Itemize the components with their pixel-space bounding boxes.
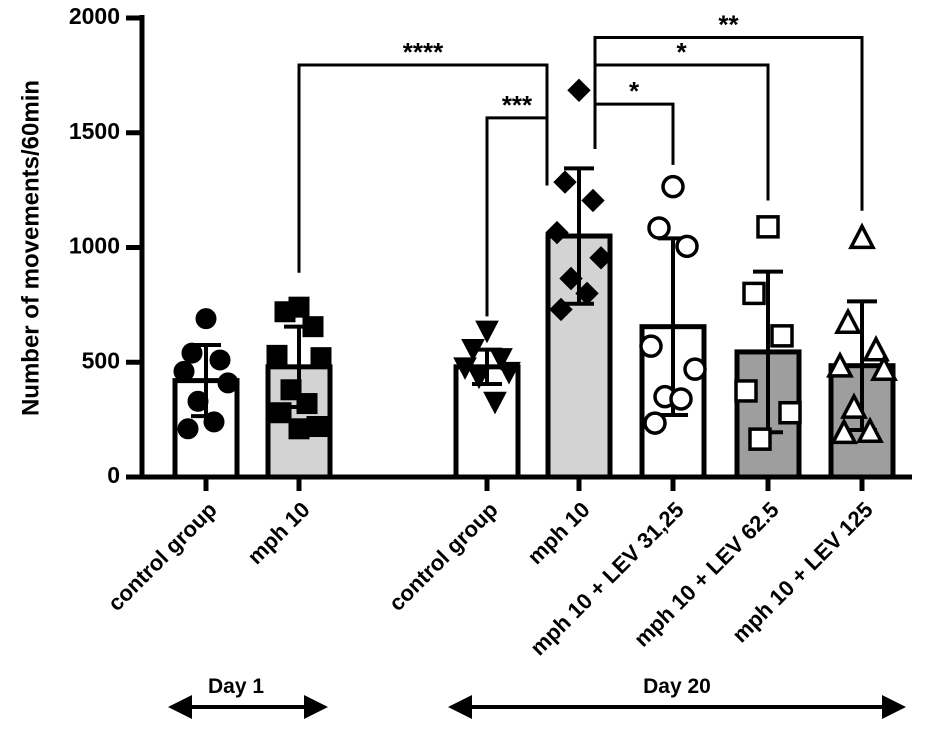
data-point-7-1 [848,222,876,250]
data-point-1-7 [203,411,225,433]
data-point-4-4 [545,220,569,245]
data-point-7-7 [856,416,884,443]
y-tick-label-1000: 1000 [69,233,120,259]
data-point-4-8 [549,297,573,322]
data-point-5-7 [669,387,693,411]
data-point-3-2 [461,338,485,362]
data-point-4-6 [559,266,583,291]
category-label-5: mph 10 + LEV 31,25 [525,497,688,660]
data-point-6-5 [778,400,802,425]
data-point-3-1 [475,320,499,344]
data-point-7-4 [826,351,854,378]
data-point-5-8 [643,411,667,435]
data-point-2-9 [306,416,328,438]
significance-label-5: ** [718,10,739,40]
data-point-1-1 [195,308,217,330]
data-point-6-4 [734,379,758,403]
significance-bracket-3: * [593,76,675,165]
y-axis-label: Number of movements/60min [17,80,44,416]
category-label-2: mph 10 [242,497,314,569]
category-label-1: control group [103,497,222,616]
data-point-6-6 [748,427,772,451]
data-point-3-3 [489,348,513,371]
y-tick-label-1500: 1500 [69,118,120,144]
data-point-3-7 [483,391,507,415]
data-point-2-6 [280,379,302,401]
data-point-7-8 [830,417,858,445]
data-point-1-6 [187,390,209,412]
data-point-7-6 [840,392,868,419]
data-point-6-2 [742,281,766,306]
data-point-1-5 [217,372,239,394]
day-group-2: Day 20 [448,675,906,719]
data-point-3-6 [467,366,491,390]
significance-label-2: *** [502,90,533,120]
significance-bracket-2: *** [485,90,549,317]
data-point-4-1 [567,78,591,102]
data-point-4-7 [575,281,599,306]
data-point-2-2 [274,301,296,323]
data-point-2-3 [302,316,324,338]
day-group-label-1: Day 1 [208,675,264,698]
data-point-6-1 [756,215,780,239]
data-point-4-5 [589,246,613,270]
data-point-2-4 [266,344,288,366]
data-point-5-4 [639,334,663,358]
data-point-5-5 [683,357,707,381]
significance-label-4: * [676,37,687,67]
data-point-2-8 [270,402,292,424]
significance-label-3: * [629,76,640,106]
data-point-1-8 [177,418,199,440]
category-label-3: control group [384,497,503,616]
day-group-label-2: Day 20 [643,675,711,698]
significance-label-1: **** [403,37,444,67]
data-point-2-7 [296,393,318,415]
data-point-2-10 [288,418,310,440]
data-point-5-1 [661,174,685,199]
bar-4 [545,233,613,480]
data-point-5-2 [647,216,671,240]
data-point-5-3 [675,234,699,259]
data-point-7-5 [870,354,898,382]
data-point-4-3 [581,188,605,213]
data-point-7-2 [834,307,862,334]
data-point-1-3 [209,349,231,371]
significance-bracket-5: ** [593,10,864,211]
category-label-4: mph 10 [522,497,594,569]
data-point-3-5 [497,361,521,385]
y-tick-label-2000: 2000 [69,3,120,29]
data-point-2-5 [310,347,332,369]
data-point-1-2 [181,342,203,364]
day-group-1: Day 1 [168,675,328,719]
significance-bracket-4: * [593,37,770,201]
data-point-6-3 [770,324,794,348]
y-tick-label-500: 500 [82,347,120,373]
data-point-4-2 [553,170,577,194]
data-point-1-4 [173,360,195,382]
data-point-7-3 [862,335,890,362]
y-tick-label-0: 0 [107,462,120,488]
significance-bracket-1: **** [297,37,549,273]
